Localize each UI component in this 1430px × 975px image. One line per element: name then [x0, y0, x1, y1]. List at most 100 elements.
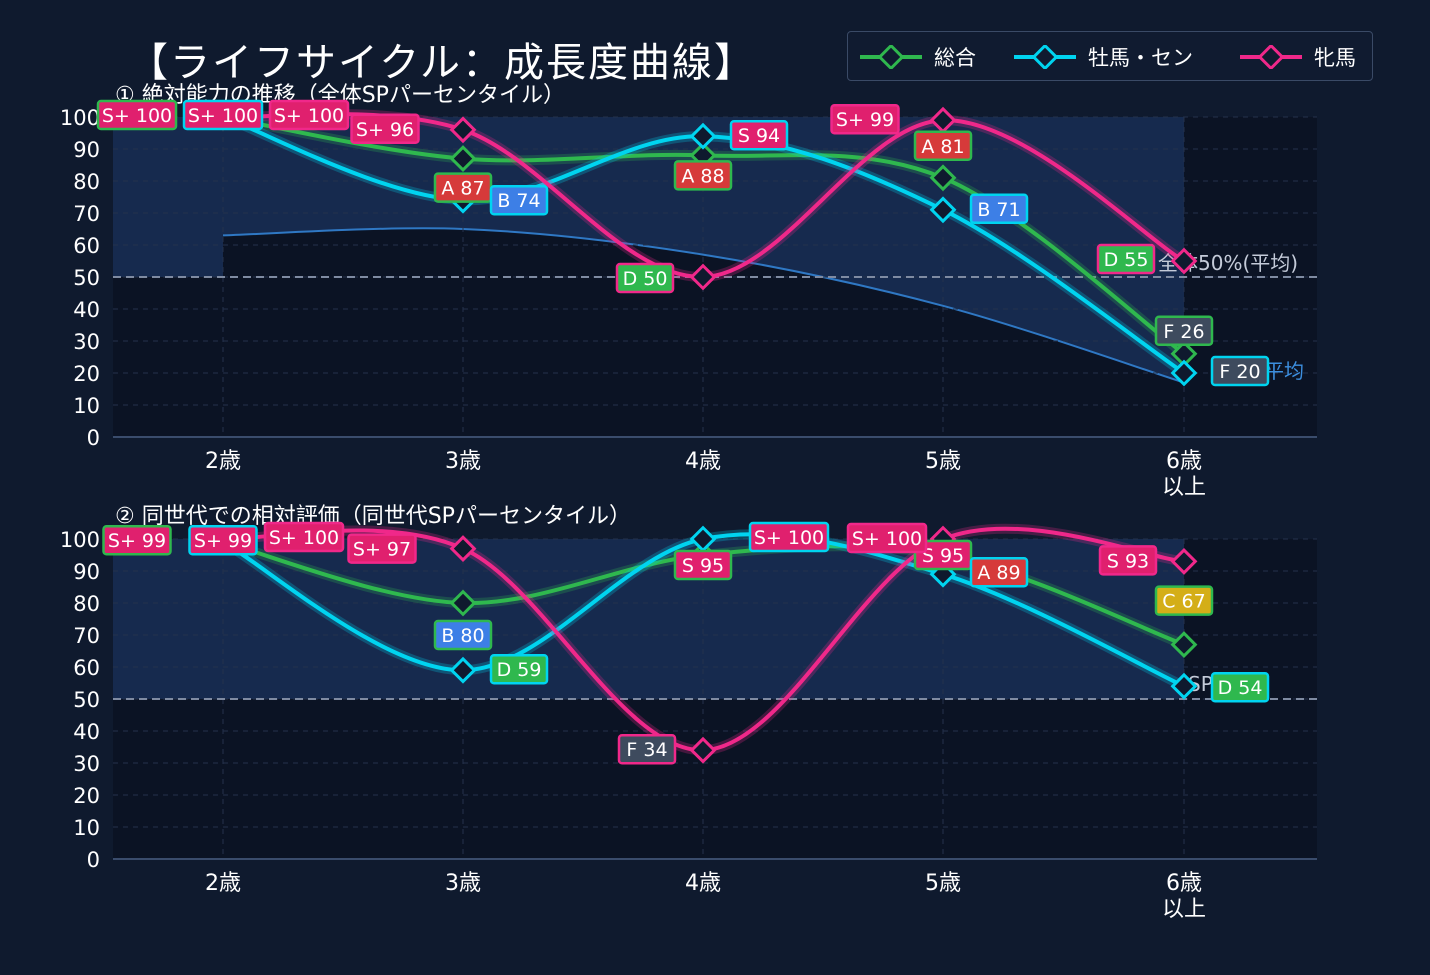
svg-text:A 81: A 81	[921, 136, 964, 158]
data-label-female: S+ 96	[350, 113, 420, 145]
svg-text:S+ 100: S+ 100	[102, 105, 172, 127]
data-point-male	[689, 122, 717, 150]
svg-text:F 26: F 26	[1163, 321, 1204, 343]
legend-marker-total-icon	[860, 45, 922, 69]
legend: 総合 牡馬・セン 牝馬	[847, 31, 1373, 81]
data-point-female	[449, 535, 477, 563]
y-tick-label: 90	[73, 138, 100, 162]
y-tick-label: 20	[73, 362, 100, 386]
average-curve	[222, 227, 1185, 384]
data-point-male	[1170, 359, 1198, 387]
y-tick-label: 40	[73, 720, 100, 744]
data-label-male: B 74	[489, 184, 549, 216]
data-label-male: F 20	[1210, 355, 1270, 387]
data-point-total	[929, 164, 957, 192]
y-tick-label: 80	[73, 592, 100, 616]
data-point-total	[449, 145, 477, 173]
svg-text:C 67: C 67	[1162, 591, 1205, 613]
svg-text:F 34: F 34	[626, 739, 667, 761]
data-label-total: A 88	[673, 160, 733, 191]
svg-text:D 54: D 54	[1218, 677, 1263, 699]
data-point-male	[929, 196, 957, 224]
data-label-female: S+ 99	[830, 103, 900, 135]
data-point-female	[1170, 247, 1198, 275]
svg-text:S+ 100: S+ 100	[269, 527, 339, 549]
data-label-total: S 95	[913, 539, 973, 571]
y-tick-label: 60	[73, 234, 100, 258]
y-tick-label: 60	[73, 656, 100, 680]
svg-text:S 95: S 95	[922, 545, 964, 567]
chart-title: 【ライフサイクル：成長度曲線】	[128, 40, 756, 86]
data-label-total: C 67	[1154, 585, 1214, 616]
data-label-male: S+ 99	[188, 524, 258, 556]
svg-text:S+ 100: S+ 100	[754, 527, 824, 549]
data-label-female: S+ 100	[263, 521, 345, 553]
data-label-male: D 59	[489, 653, 549, 685]
data-point-male	[689, 525, 717, 553]
legend-label-total: 総合	[934, 46, 976, 70]
y-tick-label: 100	[60, 528, 100, 552]
data-label-total: A 81	[913, 130, 973, 162]
x-tick-label: 以上	[1162, 475, 1206, 500]
y-tick-label: 40	[73, 298, 100, 322]
y-tick-label: 100	[60, 106, 100, 130]
x-tick-label: 3歳	[445, 871, 481, 896]
data-point-total	[1170, 631, 1198, 659]
legend-item-female: 牝馬	[1240, 32, 1356, 82]
x-tick-label: 2歳	[205, 449, 241, 474]
data-label-total: F 26	[1154, 315, 1214, 347]
data-label-total: S+ 100	[96, 99, 178, 131]
x-tick-label: 5歳	[925, 871, 961, 896]
svg-text:B 80: B 80	[441, 625, 484, 647]
y-tick-label: 50	[73, 688, 100, 712]
legend-item-total: 総合	[860, 32, 976, 82]
x-tick-label: 3歳	[445, 449, 481, 474]
data-point-male	[449, 656, 477, 684]
data-label-female: F 34	[617, 733, 677, 765]
svg-text:A 87: A 87	[441, 178, 484, 200]
data-label-male: B 71	[969, 193, 1029, 225]
legend-marker-female-icon	[1240, 45, 1302, 69]
y-tick-label: 0	[87, 426, 100, 450]
data-label-male: S 94	[729, 119, 789, 151]
x-tick-label: 2歳	[205, 871, 241, 896]
x-tick-label: 以上	[1162, 897, 1206, 922]
data-label-female: S+ 100	[846, 522, 928, 554]
y-tick-label: 20	[73, 784, 100, 808]
svg-text:S 93: S 93	[1107, 550, 1149, 572]
svg-text:S+ 99: S+ 99	[836, 109, 894, 131]
data-label-total: A 87	[433, 172, 493, 203]
svg-text:A 89: A 89	[977, 562, 1020, 584]
svg-text:F 20: F 20	[1219, 361, 1260, 383]
y-tick-label: 0	[87, 848, 100, 872]
data-point-total	[449, 589, 477, 617]
data-point-female	[689, 736, 717, 764]
y-tick-label: 10	[73, 394, 100, 418]
y-tick-label: 50	[73, 266, 100, 290]
legend-marker-male-icon	[1014, 45, 1076, 69]
data-label-female: D 55	[1096, 243, 1156, 275]
x-tick-label: 6歳	[1166, 449, 1202, 474]
legend-label-female: 牝馬	[1314, 46, 1356, 70]
data-label-female: S+ 100	[268, 99, 350, 131]
y-tick-label: 90	[73, 560, 100, 584]
svg-text:D 55: D 55	[1104, 249, 1149, 271]
svg-text:S+ 100: S+ 100	[274, 105, 344, 127]
y-tick-label: 80	[73, 170, 100, 194]
legend-item-male: 牡馬・セン	[1014, 32, 1193, 82]
legend-label-male: 牡馬・セン	[1088, 46, 1193, 70]
svg-text:D 50: D 50	[623, 268, 668, 290]
x-tick-label: 6歳	[1166, 871, 1202, 896]
data-point-male	[1170, 672, 1198, 700]
svg-text:S+ 99: S+ 99	[108, 530, 166, 552]
y-tick-label: 30	[73, 330, 100, 354]
svg-text:S+ 96: S+ 96	[356, 119, 414, 141]
data-point-female	[929, 106, 957, 134]
svg-text:A 88: A 88	[681, 165, 724, 187]
data-label-female: S 93	[1098, 545, 1158, 576]
data-point-total	[1170, 340, 1198, 368]
svg-text:S+ 99: S+ 99	[194, 530, 252, 552]
